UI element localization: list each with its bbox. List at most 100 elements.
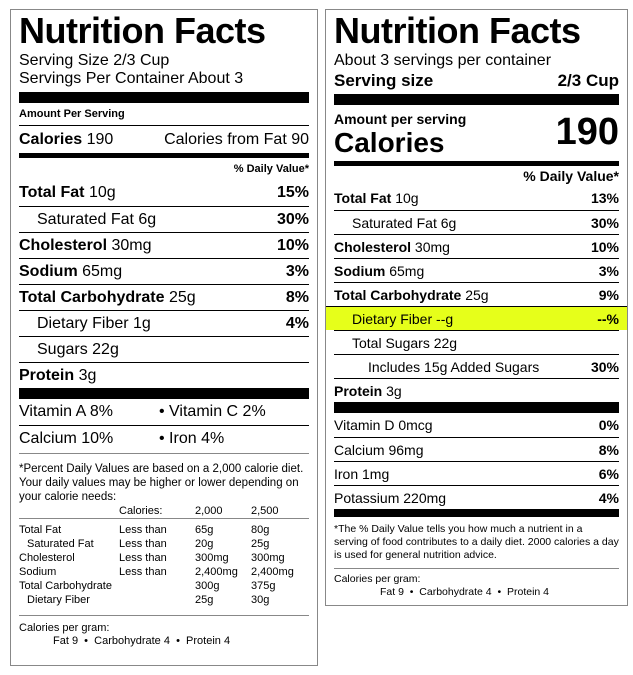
daily-value-header: % Daily Value*: [233, 163, 309, 175]
nutrient-name: Cholesterol: [19, 236, 108, 254]
dv-cell: Less than: [119, 523, 167, 536]
nutrient-name: Sodium: [19, 262, 78, 280]
dv-cell: Cholesterol: [19, 551, 75, 564]
nutrient-name: Dietary Fiber: [352, 310, 433, 327]
nutrient-row: Sugars 22g: [19, 336, 309, 362]
footnote: *Percent Daily Values are based on a 2,0…: [19, 463, 304, 503]
nutrient-dv: 3%: [598, 262, 619, 279]
dv-cell: 375g: [251, 579, 276, 592]
mineral-label: Calcium 96mg: [334, 442, 424, 458]
nutrient-name: Total Fat: [19, 184, 85, 201]
dv-table-header: Calories: 2,000 2,500: [19, 504, 309, 519]
nutrient-row: Total Fat 10g 15%: [19, 180, 309, 206]
nutrient-amount: 6g: [440, 214, 457, 231]
dv-cell: 300mg: [251, 551, 285, 564]
calories-value: 190: [86, 130, 114, 148]
mineral-row: Vitamin D 0mcg 0%: [334, 413, 619, 437]
dv-cell: Total Carbohydrate: [19, 579, 112, 592]
dv-cell: Dietary Fiber: [27, 593, 90, 606]
nutrient-name: Cholesterol: [334, 238, 412, 255]
medium-divider: [19, 153, 309, 158]
mineral-name: Iron: [334, 465, 359, 482]
dv-cell: 20g: [195, 537, 214, 550]
nutrient-row: Dietary Fiber --g --%: [326, 306, 627, 330]
dv-cell: 25g: [195, 593, 214, 606]
mineral-amount: 1mg: [362, 465, 390, 482]
nutrient-dv: 9%: [598, 286, 619, 303]
dv-cell: 300mg: [195, 551, 229, 564]
dv-cell: Less than: [119, 565, 167, 578]
nutrient-label: Sugars 22g: [37, 341, 119, 359]
dv-cell: [119, 593, 195, 607]
calories-per-gram: Calories per gram:: [334, 573, 421, 585]
nutrient-label: Protein 3g: [334, 383, 402, 399]
nutrient-label: Protein 3g: [19, 367, 96, 385]
calories-row: Calories 190 Calories from Fat 90: [19, 125, 309, 153]
dv-header-cell: 2,500: [251, 505, 279, 517]
mineral-row: Calcium 96mg 8%: [334, 437, 619, 461]
nutrient-name: Sugars: [37, 340, 88, 358]
dv-cell: Less than: [119, 551, 167, 564]
mineral-dv: 6%: [598, 465, 619, 482]
vitamin-row: Calcium 10% • Iron 4%: [19, 425, 309, 451]
mineral-row: Potassium 220mg 4%: [334, 485, 619, 509]
nutrient-dv: --%: [597, 310, 619, 327]
nutrient-amount: 30mg: [111, 236, 152, 254]
nutrient-row: Sodium 65mg 3%: [19, 258, 309, 284]
dv-header-cell: 2,000: [195, 505, 223, 517]
amount-per-serving: Amount Per Serving: [19, 108, 125, 120]
calories-from-fat: Calories from Fat 90: [164, 130, 309, 148]
title: Nutrition Facts: [19, 10, 266, 51]
nutrient-amount: 6g: [138, 210, 157, 228]
nutrient-row: Total Carbohydrate 25g 8%: [19, 284, 309, 310]
nutrient-label: Total Carbohydrate 25g: [334, 287, 489, 303]
dv-header-cell: [19, 504, 119, 519]
nutrient-row: Saturated Fat 6g 30%: [19, 206, 309, 232]
nutrient-amount: 65mg: [82, 262, 123, 280]
nutrient-name: Includes 15g Added Sugars: [368, 358, 540, 375]
nutrient-label: Cholesterol 30mg: [334, 239, 450, 255]
nutrient-dv: 8%: [285, 288, 309, 306]
mineral-label: Iron 1mg: [334, 466, 389, 482]
nutrient-label: Includes 15g Added Sugars: [368, 359, 539, 375]
mineral-name: Calcium: [334, 441, 385, 458]
servings-per-container: Servings Per Container About 3: [19, 70, 244, 87]
nutrient-amount: --g: [436, 310, 454, 327]
vitamin-item: Calcium 10%: [19, 429, 114, 447]
mineral-row: Iron 1mg 6%: [334, 461, 619, 485]
vitamin-row: Vitamin A 8% • Vitamin C 2%: [19, 399, 309, 425]
dv-cell: 65g: [195, 523, 214, 536]
nutrient-dv: 30%: [590, 358, 619, 375]
nutrient-amount: 3g: [386, 382, 402, 399]
nutrient-row: Protein 3g: [19, 362, 309, 388]
dv-cell: Less than: [119, 537, 167, 550]
nutrient-label: Total Sugars 22g: [352, 335, 457, 351]
mineral-name: Potassium: [334, 489, 400, 506]
title: Nutrition Facts: [334, 10, 581, 51]
mineral-dv: 4%: [598, 489, 619, 506]
dv-table-row: Dietary Fiber 25g 30g: [19, 593, 309, 607]
servings-per-container: About 3 servings per container: [334, 52, 552, 69]
nutrient-amount: 10g: [395, 190, 419, 206]
dv-table-row: Cholesterol Less than 300mg 300mg: [19, 551, 309, 565]
dv-cell: 300g: [195, 579, 220, 592]
dv-table-row: Total Carbohydrate 300g 375g: [19, 579, 309, 593]
nutrient-amount: 22g: [433, 334, 458, 351]
medium-divider: [334, 161, 619, 166]
vitamin-item: • Vitamin C 2%: [159, 403, 266, 420]
dv-table-row: Sodium Less than 2,400mg 2,400mg: [19, 565, 309, 579]
daily-value-header: % Daily Value*: [523, 168, 619, 184]
nutrient-row: Cholesterol 30mg 10%: [19, 232, 309, 258]
nutrient-label: Total Fat 10g: [334, 190, 419, 206]
serving-size-value: 2/3 Cup: [557, 71, 619, 90]
nutrient-dv: 15%: [276, 184, 309, 201]
thick-divider: [334, 509, 619, 517]
mineral-amount: 96mg: [388, 441, 424, 458]
old-nutrition-label: Nutrition Facts Serving Size 2/3 Cup Ser…: [10, 9, 318, 666]
nutrient-label: Sodium 65mg: [19, 263, 122, 281]
serving-size-row: Serving size 2/3 Cup: [334, 70, 619, 92]
nutrient-dv: 30%: [590, 214, 619, 231]
nutrient-label: Total Fat 10g: [19, 184, 116, 202]
nutrient-name: Total Carbohydrate: [19, 288, 165, 306]
nutrient-name: Sodium: [334, 262, 386, 279]
